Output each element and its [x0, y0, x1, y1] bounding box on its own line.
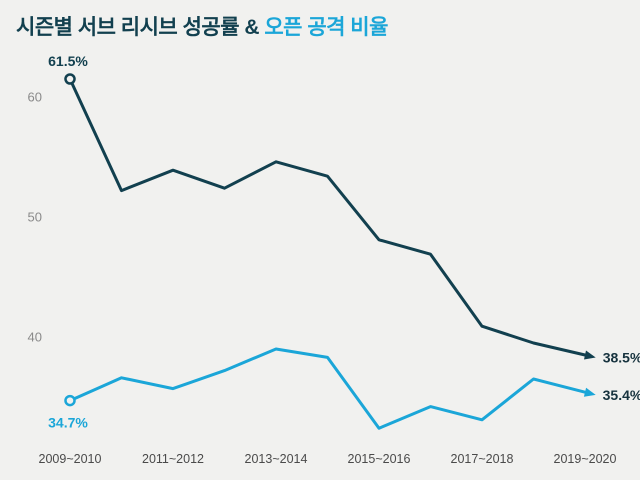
serve-receive-line [68, 77, 587, 357]
y-tick-label: 50 [28, 210, 42, 225]
open-attack-line [68, 347, 587, 430]
x-tick-label: 2017~2018 [451, 452, 514, 466]
x-tick-label: 2015~2016 [348, 452, 411, 466]
x-tick-label: 2009~2010 [39, 452, 102, 466]
serve-receive-arrowhead-icon [584, 350, 596, 360]
chart-title-main: 시즌별 서브 리시브 성공률 & [16, 16, 265, 39]
open-attack-start-marker [64, 394, 76, 407]
chart-title: 시즌별 서브 리시브 성공률 & 오픈 공격 비율 [16, 11, 388, 41]
chart-title-accent: 오픈 공격 비율 [264, 16, 388, 39]
serve-receive-end-value-label: 38.5% [603, 349, 640, 365]
y-tick-label: 40 [28, 330, 42, 345]
open-attack-end-value-label: 35.4% [603, 387, 640, 403]
x-tick-label: 2011~2012 [142, 452, 204, 466]
y-tick-label: 60 [28, 90, 42, 105]
open-attack-arrowhead-icon [583, 387, 596, 397]
open-attack-start-value-label: 34.7% [48, 415, 88, 431]
serve-receive-start-value-label: 61.5% [48, 53, 88, 69]
serve-receive-start-marker [64, 73, 76, 85]
x-tick-label: 2013~2014 [245, 452, 308, 466]
x-tick-label: 2019~2020 [554, 452, 617, 466]
